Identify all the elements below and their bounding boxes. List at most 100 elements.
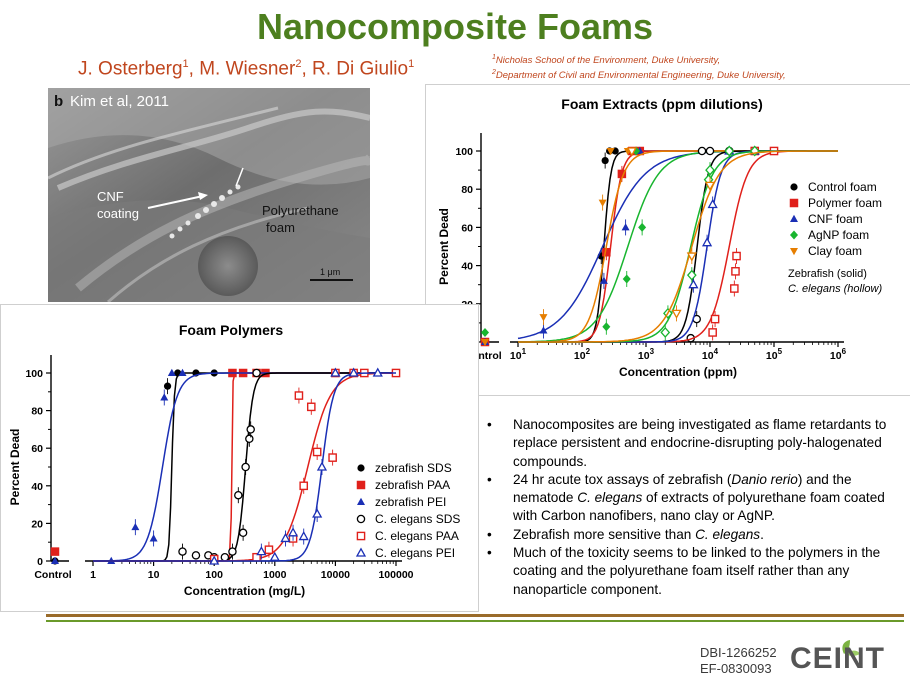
data-point: [330, 367, 341, 377]
data-point: [638, 222, 647, 232]
legend-entry: CNF foam: [808, 212, 863, 226]
data-point: [191, 551, 201, 560]
data-point: [686, 252, 697, 262]
affiliation-line: 2Department of Civil and Environmental E…: [492, 67, 786, 82]
cnf-arrow-head: [198, 192, 208, 200]
data-point: [163, 382, 172, 390]
data-point: [697, 146, 707, 156]
fit-curve: [93, 372, 396, 562]
bullet-marker: •: [487, 526, 492, 542]
bullet-text: C. elegans: [577, 490, 643, 506]
bullet-text: Much of the toxicity seems to be linked …: [513, 545, 881, 597]
x-tick-label: 106: [830, 347, 847, 362]
y-tick-label: 60: [31, 443, 43, 455]
data-point: [246, 425, 255, 434]
x-axis-label: Concentration (mg/L): [184, 584, 305, 598]
y-axis-label: Percent Dead: [8, 429, 22, 506]
data-point: [705, 146, 715, 156]
bullet-item: • 24 hr acute tox assays of zebrafish (Da…: [483, 471, 893, 526]
author-affiliation-marker: 1: [182, 58, 189, 70]
legend: Control foam Polymer foam CNF foam AgNP foa…: [788, 180, 882, 295]
x-tick-label: 105: [766, 347, 783, 362]
control-point: [481, 327, 489, 337]
sem-micrograph: b Kim et al, 2011 CNF coating Polyuretha…: [48, 88, 370, 302]
legend-entry: C. elegans PEI: [375, 546, 455, 560]
data-point: [626, 147, 637, 157]
data-point: [149, 534, 158, 542]
ceint-leaf-icon: [842, 640, 860, 656]
data-point: [707, 198, 718, 209]
legend-entry: Clay foam: [808, 244, 862, 258]
thickness-arrow: [235, 167, 244, 187]
data-point: [280, 532, 291, 543]
y-tick-label: 0: [37, 556, 43, 568]
y-axis-label: Percent Dead: [437, 208, 451, 285]
series-clay-foam: [518, 147, 838, 343]
y-tick-label: 20: [31, 518, 43, 530]
foam-polymers-chart-panel: Foam Polymers 0 20 40 60 80 100 1 10 100 1000 10000…: [0, 304, 479, 612]
bullet-text: C. elegans: [695, 526, 761, 542]
data-point: [167, 368, 176, 376]
x-tick-label: 10000: [321, 569, 350, 581]
legend-entry: Control foam: [808, 180, 877, 194]
bullet-text: of extracts of polyurethane foam coated …: [513, 490, 885, 524]
data-point: [220, 552, 230, 562]
data-point: [724, 145, 735, 157]
control-point: [51, 556, 59, 564]
fit-curve: [518, 150, 838, 343]
bullet-marker: •: [487, 471, 492, 487]
data-point: [294, 391, 304, 400]
author-name: J. Osterberg: [78, 58, 183, 80]
legend-marker: [790, 214, 798, 222]
data-point: [178, 368, 187, 376]
footer-divider-bottom: [46, 620, 904, 622]
legend-entry: AgNP foam: [808, 228, 869, 242]
legend-entry: zebrafish SDS: [375, 461, 452, 475]
series-zebrafish-pei: [51, 368, 396, 564]
data-point: [671, 309, 682, 319]
footer-divider-top: [46, 614, 904, 617]
series-polymer-foam: [480, 146, 838, 347]
data-point: [252, 368, 261, 378]
x-tick-label: 104: [702, 347, 719, 362]
x-control-label: Control: [34, 569, 71, 581]
affiliation-marker: 1: [492, 54, 496, 61]
bullet-item: • Zebrafish more sensitive than C. elegan…: [483, 526, 893, 544]
y-tick-label: 80: [31, 406, 43, 418]
data-point: [606, 148, 615, 156]
affiliation-line: 1Nicholas School of the Environment, Duk…: [492, 52, 786, 67]
author-list: J. Osterberg1, M. Wiesner2, R. Di Giulio…: [78, 58, 414, 80]
data-point: [622, 274, 631, 284]
data-point: [539, 314, 548, 322]
data-point: [299, 481, 309, 491]
cnf-coating-label-line2: coating: [97, 206, 139, 221]
author-name: M. Wiesner: [199, 58, 296, 80]
bullet-marker: •: [487, 417, 492, 432]
data-point: [298, 531, 309, 541]
series-clay-foam: [481, 148, 838, 347]
y-tick-label: 40: [31, 481, 43, 493]
data-point: [731, 267, 740, 276]
x-tick-label: 1: [90, 569, 96, 581]
series-zebrafish-sds: [51, 369, 396, 565]
data-point: [131, 522, 140, 531]
y-tick-label: 60: [461, 222, 473, 234]
data-point: [599, 276, 608, 284]
y-tick-label: 100: [455, 146, 473, 158]
affiliation-marker: 2: [492, 69, 496, 77]
legend-marker: [356, 480, 366, 490]
data-point: [686, 269, 697, 281]
legend-marker: [355, 547, 367, 557]
cnf-coating-label: CNF: [97, 189, 124, 204]
grant-number-2: EF-0830093: [700, 661, 772, 676]
legend: zebrafish SDS zebrafish PAA zebrafish PEI C…: [355, 461, 460, 560]
data-point: [710, 314, 720, 324]
page-title: Nanocomposite Foams: [256, 6, 654, 47]
chart-title: Foam Extracts (ppm dilutions): [561, 96, 762, 112]
series-c-elegans-sds: [93, 368, 396, 562]
x-tick-label: 101: [510, 347, 527, 362]
y-tick-label: 80: [461, 184, 473, 196]
author-affiliation-marker: 1: [408, 58, 415, 70]
data-point: [256, 546, 267, 556]
data-point: [269, 551, 280, 561]
